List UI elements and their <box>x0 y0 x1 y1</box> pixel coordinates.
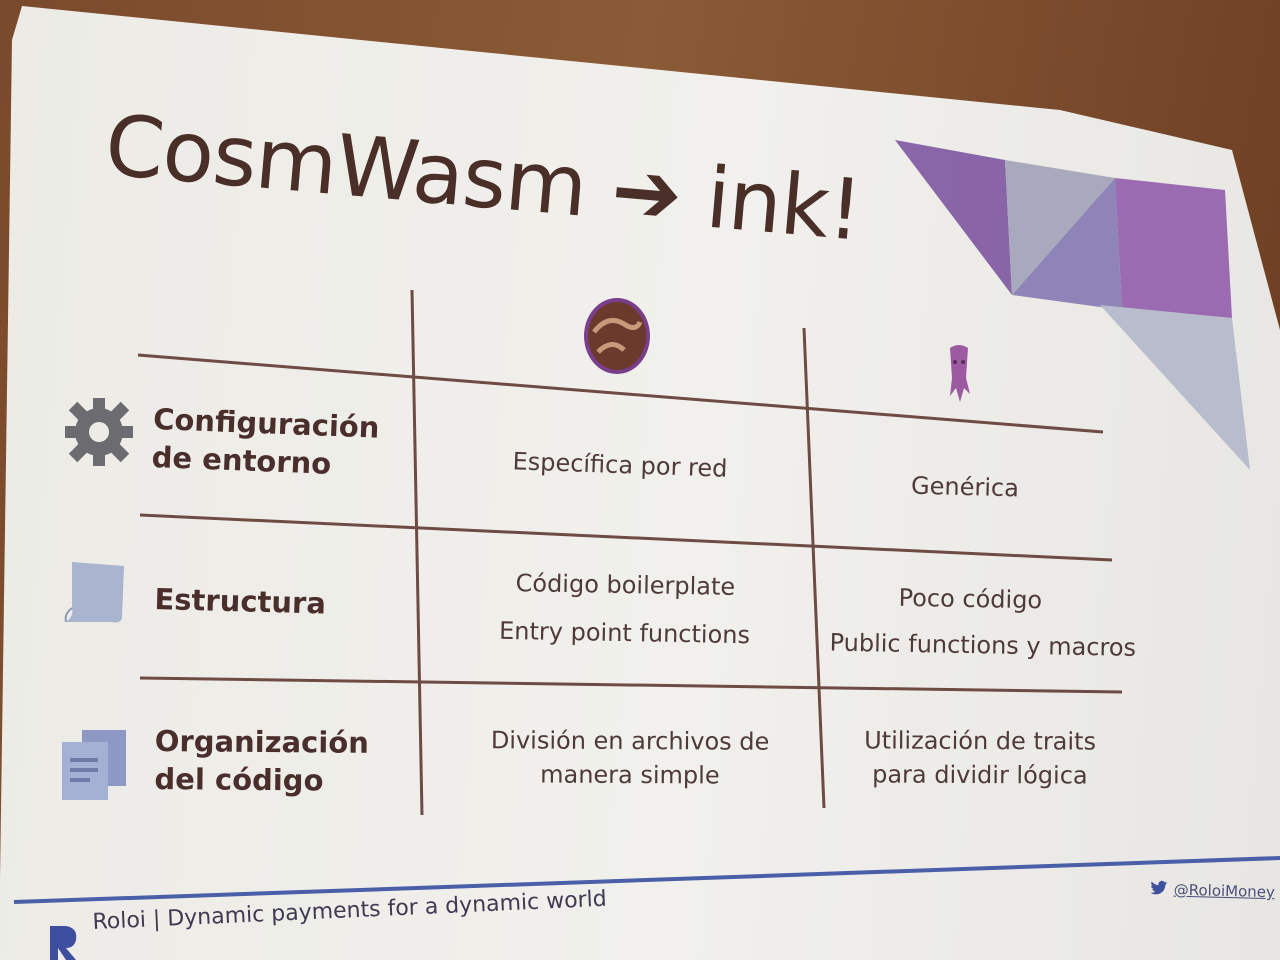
cosmwasm-logo-icon <box>584 298 650 374</box>
roloi-logo-icon <box>50 926 77 960</box>
document-icon <box>64 562 124 623</box>
twitter-handle[interactable]: @RoloiMoney <box>1150 880 1275 901</box>
ink-squid-logo-icon <box>950 345 970 402</box>
gear-icon <box>65 398 133 466</box>
twitter-icon <box>1150 880 1168 895</box>
files-icon <box>62 730 126 800</box>
